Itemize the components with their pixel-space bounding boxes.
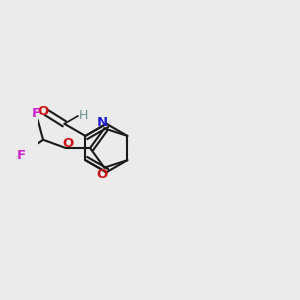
Text: O: O [97, 168, 108, 181]
Text: O: O [38, 105, 49, 118]
Text: H: H [78, 109, 88, 122]
Text: N: N [97, 116, 108, 129]
Text: F: F [16, 149, 26, 162]
Text: O: O [62, 137, 73, 150]
Text: F: F [32, 107, 40, 120]
